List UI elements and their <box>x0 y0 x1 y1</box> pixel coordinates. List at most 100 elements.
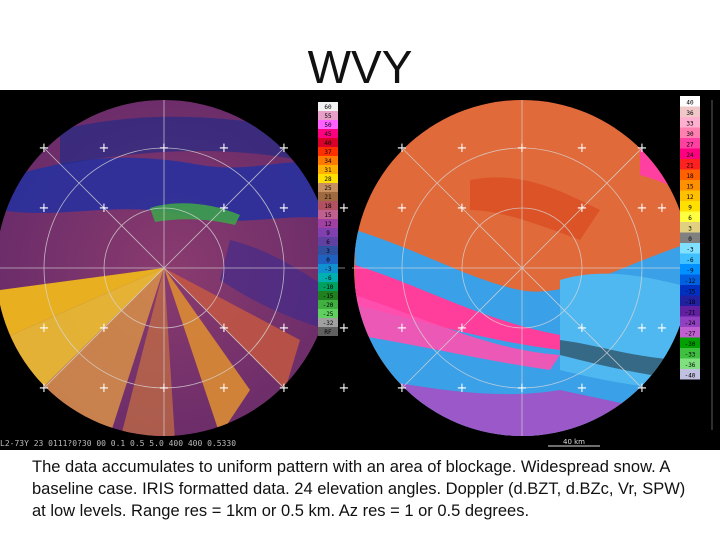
velocity-scale-swatch <box>680 358 700 369</box>
velocity-scale-label: -9 <box>686 268 694 275</box>
velocity-scale-label: 27 <box>686 142 694 149</box>
svg-text:+: + <box>657 201 668 216</box>
svg-text:+: + <box>219 201 230 216</box>
slide-caption: The data accumulates to uniform pattern … <box>32 458 686 520</box>
svg-text:+: + <box>39 381 50 396</box>
svg-text:+: + <box>637 381 648 396</box>
reflectivity-scale-swatch <box>318 219 338 228</box>
svg-text:+: + <box>219 321 230 336</box>
radar-footer-text: L2-73Y 23 0111?0?30 00 0.1 0.5 5.0 400 4… <box>0 439 237 448</box>
slide-title: WVY <box>307 41 413 93</box>
velocity-scale-swatch <box>680 264 700 275</box>
svg-text:+: + <box>517 141 528 156</box>
svg-text:+: + <box>457 141 468 156</box>
radar-image-strip: + + + + + + + + + + + + + + + + + + + + + + + + <box>0 90 720 450</box>
svg-text:+: + <box>39 141 50 156</box>
velocity-scale-label: -36 <box>685 362 696 369</box>
reflectivity-scale-label: -10 <box>323 284 334 291</box>
left-grid-crosses: + + + + + + + + + + + + + + + + + + + + + <box>39 141 350 396</box>
svg-text:+: + <box>457 321 468 336</box>
velocity-scale-label: 40 <box>686 100 694 107</box>
svg-text:+: + <box>39 321 50 336</box>
svg-text:+: + <box>219 381 230 396</box>
reflectivity-scale-swatch <box>318 165 338 174</box>
svg-text:+: + <box>637 141 648 156</box>
reflectivity-scale-swatch <box>318 228 338 237</box>
velocity-scale-swatch <box>680 337 700 348</box>
velocity-scale-label: 0 <box>688 236 692 243</box>
reflectivity-scale-swatch <box>318 111 338 120</box>
velocity-scale-swatch <box>680 274 700 285</box>
velocity-scale-swatch <box>680 211 700 222</box>
svg-text:+: + <box>577 381 588 396</box>
right-grid-crosses: + + + + + + + + + + + + + + + + + + + + <box>397 141 668 396</box>
velocity-scale-swatch <box>680 180 700 191</box>
right-range-rings <box>352 100 690 436</box>
svg-text:+: + <box>99 381 110 396</box>
reflectivity-scale-label: 21 <box>324 194 332 201</box>
svg-text:+: + <box>99 321 110 336</box>
velocity-scale-label: -21 <box>685 310 696 317</box>
svg-text:+: + <box>279 321 290 336</box>
reflectivity-scale-label: 31 <box>324 167 332 174</box>
reflectivity-scale-label: 3 <box>326 248 330 255</box>
svg-text:+: + <box>397 381 408 396</box>
velocity-scale-swatch <box>680 253 700 264</box>
reflectivity-scale-label: 45 <box>324 131 332 138</box>
svg-text:+: + <box>39 201 50 216</box>
reflectivity-scale-swatch <box>318 327 338 336</box>
reflectivity-scale-label: -25 <box>323 311 334 318</box>
svg-text:+: + <box>339 201 350 216</box>
reflectivity-scale-swatch <box>318 264 338 273</box>
svg-text:+: + <box>279 141 290 156</box>
reflectivity-scale-swatch <box>318 147 338 156</box>
reflectivity-color-scale: 60 55 50 45 40 37 34 31 28 25 21 18 15 12 9 6 3 0 -3 -6 -10 -… <box>318 102 338 336</box>
velocity-scale-swatch <box>680 348 700 359</box>
velocity-scale-swatch <box>680 327 700 338</box>
reflectivity-scale-label: 0 <box>326 257 330 264</box>
velocity-scale-label: -12 <box>685 278 696 285</box>
range-marker-label: 40 km <box>563 438 585 446</box>
velocity-scale-label: -6 <box>686 257 694 264</box>
svg-text:+: + <box>397 141 408 156</box>
svg-text:+: + <box>577 321 588 336</box>
reflectivity-scale-swatch <box>318 210 338 219</box>
svg-text:+: + <box>577 141 588 156</box>
reflectivity-scale-label: -15 <box>323 293 334 300</box>
svg-text:+: + <box>457 381 468 396</box>
reflectivity-scale-label: 28 <box>324 176 332 183</box>
reflectivity-scale-swatch <box>318 309 338 318</box>
reflectivity-scale-label: RF <box>324 329 332 336</box>
reflectivity-scale-swatch <box>318 192 338 201</box>
velocity-scale-label: -18 <box>685 299 696 306</box>
svg-text:+: + <box>637 321 648 336</box>
reflectivity-scale-label: -3 <box>324 266 332 273</box>
velocity-scale-swatch <box>680 159 700 170</box>
svg-text:+: + <box>99 201 110 216</box>
reflectivity-scale-swatch <box>318 129 338 138</box>
velocity-scale-label: 3 <box>688 226 692 233</box>
reflectivity-scale-label: 6 <box>326 239 330 246</box>
svg-text:+: + <box>219 141 230 156</box>
reflectivity-scale-swatch <box>318 246 338 255</box>
velocity-scale-label: 36 <box>686 110 694 117</box>
reflectivity-scale-swatch <box>318 183 338 192</box>
reflectivity-scale-label: 60 <box>324 104 332 111</box>
velocity-scale-label: 12 <box>686 194 694 201</box>
velocity-scale-label: -15 <box>685 289 696 296</box>
reflectivity-scale-swatch <box>318 156 338 165</box>
velocity-scale-swatch <box>680 295 700 306</box>
velocity-scale-swatch <box>680 138 700 149</box>
velocity-scale-swatch <box>680 306 700 317</box>
velocity-scale-swatch <box>680 127 700 138</box>
reflectivity-scale-label: 25 <box>324 185 332 192</box>
svg-text:+: + <box>159 141 170 156</box>
velocity-scale-swatch <box>680 243 700 254</box>
reflectivity-scale-label: 15 <box>324 212 332 219</box>
svg-text:+: + <box>339 381 350 396</box>
reflectivity-scale-label: 12 <box>324 221 332 228</box>
velocity-scale-swatch <box>680 201 700 212</box>
velocity-scale-swatch <box>680 169 700 180</box>
reflectivity-scale-swatch <box>318 255 338 264</box>
svg-text:+: + <box>279 201 290 216</box>
